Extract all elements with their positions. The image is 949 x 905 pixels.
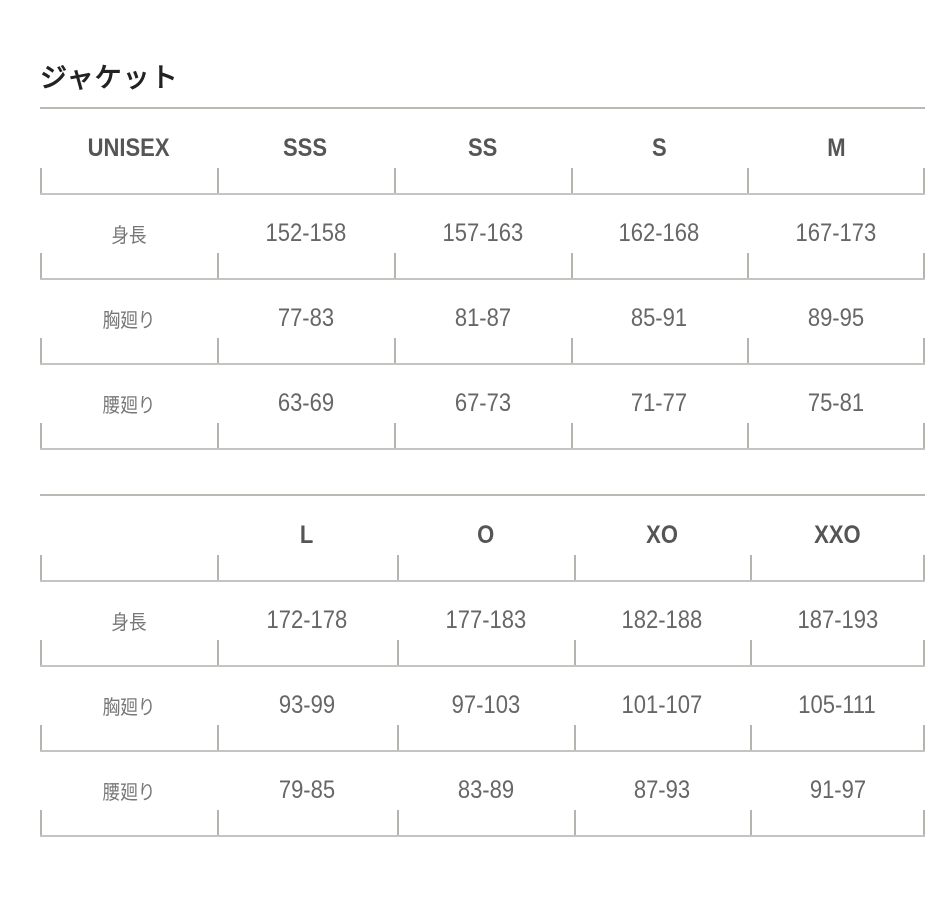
header-text: SSS [283,133,328,162]
size-range: 85-91 [630,303,688,332]
size-range: 157-163 [442,218,523,247]
measurement-label: 胸廻り [102,696,155,719]
measurement-label: 身長 [110,611,147,634]
size-range: 182-188 [621,605,703,634]
header-cell: SSS [217,109,394,193]
measurement-label: 腰廻り [102,781,155,804]
value-cell: 177-183 [397,581,574,665]
size-range: 63-69 [277,388,334,417]
value-cell: 83-89 [397,751,574,835]
header-text: UNISEX [87,133,170,162]
value-cell: 157-163 [394,194,571,278]
value-cell: 85-91 [571,279,747,363]
header-text: SS [467,133,498,162]
size-range: 91-97 [809,775,866,804]
size-range: 152-158 [265,218,346,247]
size-range: 167-173 [795,218,877,247]
row-label-cell: 腰廻り [40,364,217,448]
page-title: ジャケット [40,63,179,93]
header-text: XXO [814,520,861,549]
header-text: S [651,133,667,162]
size-range: 77-83 [277,303,334,332]
size-range: 97-103 [451,690,520,719]
size-range: 79-85 [278,775,336,804]
table-header-row: UNISEX SSS SS S M [40,109,925,195]
size-range: 87-93 [633,775,691,804]
value-cell: 93-99 [217,666,397,750]
value-cell: 187-193 [750,581,925,665]
size-range: 105-111 [798,690,877,719]
header-cell: XXO [750,496,925,580]
size-range: 187-193 [797,605,878,634]
value-cell: 71-77 [571,364,747,448]
value-cell: 89-95 [747,279,925,363]
header-cell: UNISEX [40,109,217,193]
value-cell: 91-97 [750,751,925,835]
header-cell: S [571,109,747,193]
value-cell: 167-173 [747,194,925,278]
header-cell [40,496,217,580]
size-range: 67-73 [454,388,511,417]
value-cell: 81-87 [394,279,571,363]
table-row: 胸廻り 93-99 97-103 101-107 105-111 [40,666,925,752]
value-cell: 152-158 [217,194,394,278]
size-range: 162-168 [618,218,700,247]
size-range: 101-107 [621,690,703,719]
table-row: 身長 172-178 177-183 182-188 187-193 [40,581,925,667]
header-text: O [476,520,495,549]
value-cell: 87-93 [574,751,750,835]
value-cell: 79-85 [217,751,397,835]
row-label-cell: 胸廻り [40,279,217,363]
size-range: 83-89 [457,775,514,804]
measurement-label: 腰廻り [102,394,155,417]
table-row: 腰廻り 63-69 67-73 71-77 75-81 [40,364,925,450]
table-top-rule [40,494,925,496]
value-cell: 67-73 [394,364,571,448]
measurement-label: 胸廻り [102,309,155,332]
header-text: XO [646,520,678,549]
row-label-cell: 身長 [40,581,217,665]
table-row: 腰廻り 79-85 83-89 87-93 91-97 [40,751,925,837]
value-cell: 172-178 [217,581,397,665]
row-label-cell: 腰廻り [40,751,217,835]
value-cell: 182-188 [574,581,750,665]
row-label-cell: 胸廻り [40,666,217,750]
table-row: 身長 152-158 157-163 162-168 167-173 [40,194,925,280]
size-range: 75-81 [807,388,865,417]
header-text: L [300,520,314,549]
header-cell: M [747,109,925,193]
value-cell: 162-168 [571,194,747,278]
value-cell: 75-81 [747,364,925,448]
measurement-label: 身長 [110,224,147,247]
header-cell: L [217,496,397,580]
size-range: 93-99 [278,690,336,719]
value-cell: 63-69 [217,364,394,448]
value-cell: 97-103 [397,666,574,750]
table-top-rule [40,107,925,109]
header-cell: XO [574,496,750,580]
table-header-row: L O XO XXO [40,496,925,582]
size-range: 172-178 [266,605,348,634]
size-range: 71-77 [630,388,688,417]
table-row: 胸廻り 77-83 81-87 85-91 89-95 [40,279,925,365]
header-cell: SS [394,109,571,193]
size-range: 177-183 [445,605,526,634]
header-text: M [826,133,846,162]
size-range: 89-95 [807,303,865,332]
value-cell: 101-107 [574,666,750,750]
value-cell: 105-111 [750,666,925,750]
header-cell: O [397,496,574,580]
size-range: 81-87 [454,303,511,332]
value-cell: 77-83 [217,279,394,363]
row-label-cell: 身長 [40,194,217,278]
